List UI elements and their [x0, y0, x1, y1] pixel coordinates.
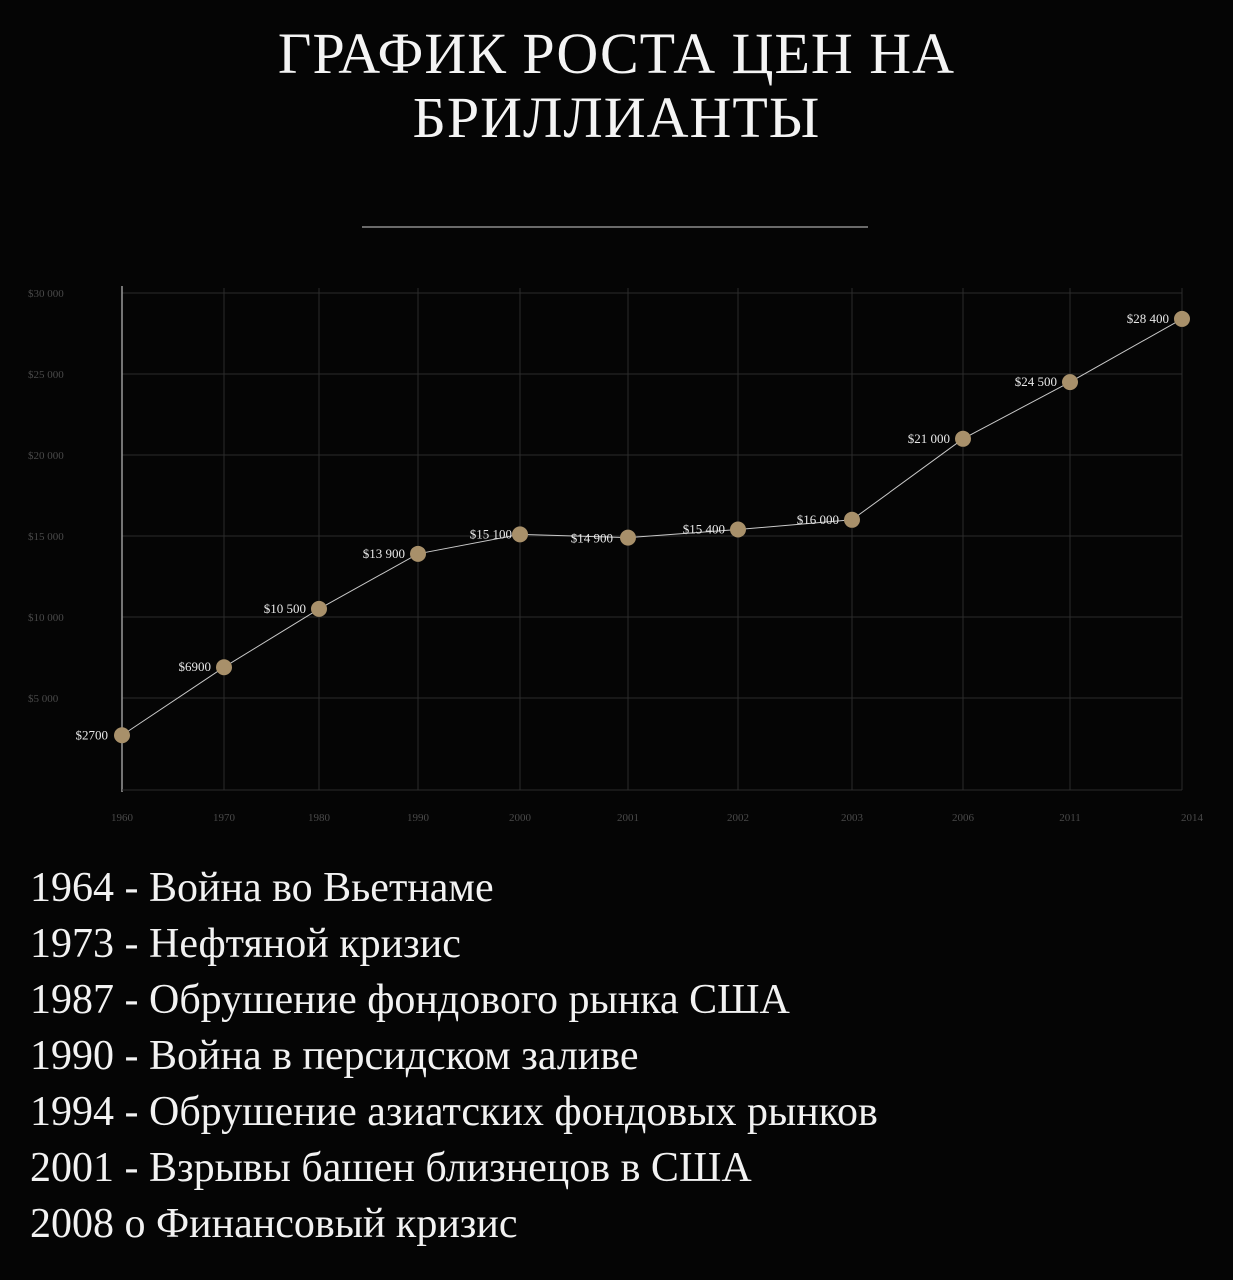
x-tick-labels: 1960 1970 1980 1990 2000 2001 2002 2003 2006 2011…	[111, 812, 1204, 824]
x-tick-label: 1970	[213, 812, 236, 824]
y-tick-label: $20 000	[28, 450, 64, 462]
data-label: $13 900	[363, 546, 405, 561]
data-point	[1174, 310, 1190, 327]
data-label: $15 400	[683, 522, 725, 537]
price-line-chart: $5 000 $10 000 $15 000 $20 000 $25 000 $30 00…	[28, 286, 1204, 824]
data-label: $10 500	[264, 601, 306, 616]
event-item: 1987 - Обрушение фондового рынка США	[30, 977, 790, 1023]
event-item: 2008 о Финансовый кризис	[30, 1201, 518, 1247]
x-tick-label: 1990	[407, 812, 430, 824]
data-point	[512, 526, 528, 543]
data-label: $2700	[76, 727, 109, 742]
data-point	[844, 511, 860, 528]
data-label: $14 900	[571, 531, 613, 546]
x-tick-label: 1980	[308, 812, 331, 824]
chart-title: ГРАФИК РОСТА ЦЕН НА БРИЛЛИАНТЫ	[0, 22, 1233, 150]
axes	[121, 286, 1182, 792]
x-tick-label: 1960	[111, 812, 134, 824]
data-label: $6900	[179, 659, 212, 674]
title-line-2: БРИЛЛИАНТЫ	[412, 85, 821, 150]
y-tick-label: $30 000	[28, 288, 64, 300]
event-item: 1994 - Обрушение азиатских фондовых рынк…	[30, 1089, 878, 1135]
data-label: $16 000	[797, 512, 839, 527]
y-tick-label: $25 000	[28, 369, 64, 381]
event-item: 1964 - Война во Вьетнаме	[30, 865, 494, 911]
title-divider	[362, 226, 868, 228]
x-tick-label: 2001	[617, 812, 639, 824]
data-point	[311, 600, 327, 617]
y-tick-label: $10 000	[28, 612, 64, 624]
data-point	[955, 430, 971, 447]
event-item: 1973 - Нефтяной кризис	[30, 921, 461, 967]
data-points	[114, 310, 1190, 744]
x-tick-label: 2014	[1181, 812, 1204, 824]
data-label: $28 400	[1127, 311, 1169, 326]
y-tick-labels: $5 000 $10 000 $15 000 $20 000 $25 000 $30 00…	[28, 288, 64, 705]
data-point	[620, 529, 636, 546]
data-label: $21 000	[908, 431, 950, 446]
x-tick-label: 2002	[727, 812, 749, 824]
data-labels: $2700 $6900 $10 500 $13 900 $15 100 $14 900 $1…	[76, 311, 1170, 742]
title-line-1: ГРАФИК РОСТА ЦЕН НА	[277, 21, 956, 86]
x-tick-label: 2006	[952, 812, 975, 824]
x-tick-label: 2000	[509, 812, 532, 824]
x-tick-label: 2003	[841, 812, 864, 824]
data-point	[410, 545, 426, 562]
x-tick-label: 2011	[1059, 812, 1081, 824]
event-item: 2001 - Взрывы башен близнецов в США	[30, 1145, 752, 1191]
data-label: $24 500	[1015, 374, 1057, 389]
data-point	[114, 727, 130, 744]
data-point	[1062, 374, 1078, 391]
y-tick-label: $5 000	[28, 693, 59, 705]
event-item: 1990 - Война в персидском заливе	[30, 1033, 639, 1079]
data-point	[216, 659, 232, 676]
data-point	[730, 521, 746, 538]
events-list: 1964 - Война во Вьетнаме 1973 - Нефтяной …	[30, 860, 1210, 1252]
grid	[122, 288, 1183, 790]
data-label: $15 100	[470, 526, 512, 541]
y-tick-label: $15 000	[28, 531, 64, 543]
